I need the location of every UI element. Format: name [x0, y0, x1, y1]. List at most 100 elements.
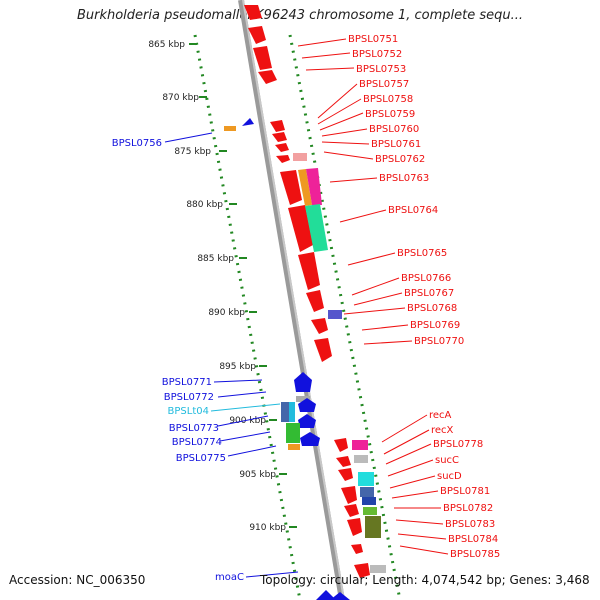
gene-label: BPSL0770: [414, 336, 464, 347]
trna-leader: [210, 403, 281, 412]
accession-text: Accession: NC_006350: [9, 573, 146, 587]
gene-label: sucD: [437, 471, 462, 482]
scale-label: 875 kbp: [174, 147, 211, 157]
gene-arrow: [244, 5, 262, 20]
topology-text: Topology: circular; Length: 4,074,542 bp…: [260, 573, 590, 587]
feature-block: [362, 497, 376, 505]
gene-arrow: [270, 120, 285, 132]
feature-block: [293, 153, 307, 161]
feature-block: [288, 444, 300, 450]
gene-arrow: [338, 468, 353, 481]
gene-label: sucC: [435, 455, 459, 466]
gene-label: BPSL0752: [352, 49, 402, 60]
map-title: Burkholderia pseudomallei K96243 chromos…: [76, 8, 524, 23]
gene-label: BPSL0761: [371, 139, 421, 150]
reverse-genes: [224, 118, 350, 600]
gene-label: BPSL0781: [440, 486, 490, 497]
gene-label: BPSL0775: [176, 453, 226, 464]
gene-label: moaC: [215, 572, 244, 583]
feature-block: [298, 169, 312, 206]
gene-label: BPSL0757: [359, 79, 409, 90]
gene-arrow: [248, 26, 266, 44]
gene-arrow: [298, 414, 316, 428]
gene-label: BPSL0778: [433, 439, 483, 450]
gene-label: BPSL0756: [112, 138, 162, 149]
gene-label: BPSL0765: [397, 248, 447, 259]
gene-label: BPSL0764: [388, 205, 438, 216]
gene-label: BPSL0767: [404, 288, 454, 299]
feature-block: [306, 168, 322, 205]
scale-label: 895 kbp: [219, 362, 256, 372]
gene-label: BPSL0782: [443, 503, 493, 514]
gene-arrow: [276, 155, 290, 163]
feature-block: [363, 507, 377, 515]
gene-label: BPSL0769: [410, 320, 460, 331]
gene-arrow: [288, 205, 313, 252]
feature-block: [352, 440, 368, 450]
scale-label: 890 kbp: [208, 308, 245, 318]
gene-arrow: [334, 438, 348, 452]
feature-block: [354, 455, 368, 463]
gene-arrow: [311, 318, 328, 334]
gene-label: BPSL0774: [172, 437, 222, 448]
gene-label: BPSLt04: [168, 406, 209, 417]
feature-block: [224, 126, 236, 131]
gene-label: BPSL0753: [356, 64, 406, 75]
gene-label: BPSL0759: [365, 109, 415, 120]
gene-label: BPSL0760: [369, 124, 419, 135]
forward-genes: [244, 5, 370, 578]
gene-arrow: [300, 432, 320, 446]
gene-label: BPSL0763: [379, 173, 429, 184]
gene-arrow: [280, 170, 302, 205]
feature-block: [358, 472, 374, 486]
scale-label: 880 kbp: [186, 200, 223, 210]
scale-label: 900 kbp: [229, 416, 266, 426]
gene-arrow: [253, 46, 272, 70]
gene-label: BPSL0785: [450, 549, 500, 560]
gene-label: BPSL0771: [162, 377, 212, 388]
gene-label: BPSL0762: [375, 154, 425, 165]
scale-label: 905 kbp: [239, 470, 276, 480]
gene-arrow: [351, 544, 363, 554]
gene-arrow: [298, 252, 320, 290]
gene-arrow: [242, 118, 254, 126]
feature-block: [365, 516, 381, 538]
gene-arrow: [272, 132, 287, 142]
feature-block: [296, 396, 310, 402]
scale-label: 865 kbp: [148, 40, 185, 50]
feature-block: [289, 402, 295, 422]
gene-label: recA: [429, 410, 452, 421]
gene-arrow: [306, 290, 324, 312]
scale-label: 870 kbp: [162, 93, 199, 103]
feature-block: [370, 565, 386, 573]
right-labels: BPSL0751 BPSL0752 BPSL0753 BPSL0757 BPSL…: [348, 34, 500, 560]
gene-arrow: [344, 504, 359, 517]
gene-label: BPSL0751: [348, 34, 398, 45]
scale-label: 885 kbp: [197, 254, 234, 264]
scale-label: 910 kbp: [249, 523, 286, 533]
feature-block: [360, 487, 374, 497]
feature-blocks: [293, 153, 386, 573]
gene-label: BPSL0783: [445, 519, 495, 530]
scale-ticks: [189, 43, 297, 528]
gene-arrow: [258, 70, 277, 84]
gene-arrow: [341, 486, 357, 504]
gene-arrow: [316, 590, 336, 600]
gene-arrow: [294, 372, 312, 392]
backbone-highlight: [242, 0, 345, 600]
gene-arrow: [314, 338, 332, 362]
gene-arrow: [336, 456, 351, 467]
left-labels: BPSL0756 BPSL0771 BPSL0772 BPSLt04 BPSL0…: [112, 138, 244, 583]
gene-label: BPSL0784: [448, 534, 498, 545]
gene-arrow: [347, 518, 362, 536]
gene-label: BPSL0772: [164, 392, 214, 403]
feature-block: [305, 204, 328, 252]
gene-arrow: [354, 563, 370, 578]
gene-label: BPSL0758: [363, 94, 413, 105]
gene-arrow: [330, 592, 350, 600]
right-leaders: [297, 38, 449, 555]
gene-label: BPSL0768: [407, 303, 457, 314]
feature-block: [281, 402, 289, 422]
gene-label: BPSL0766: [401, 273, 451, 284]
